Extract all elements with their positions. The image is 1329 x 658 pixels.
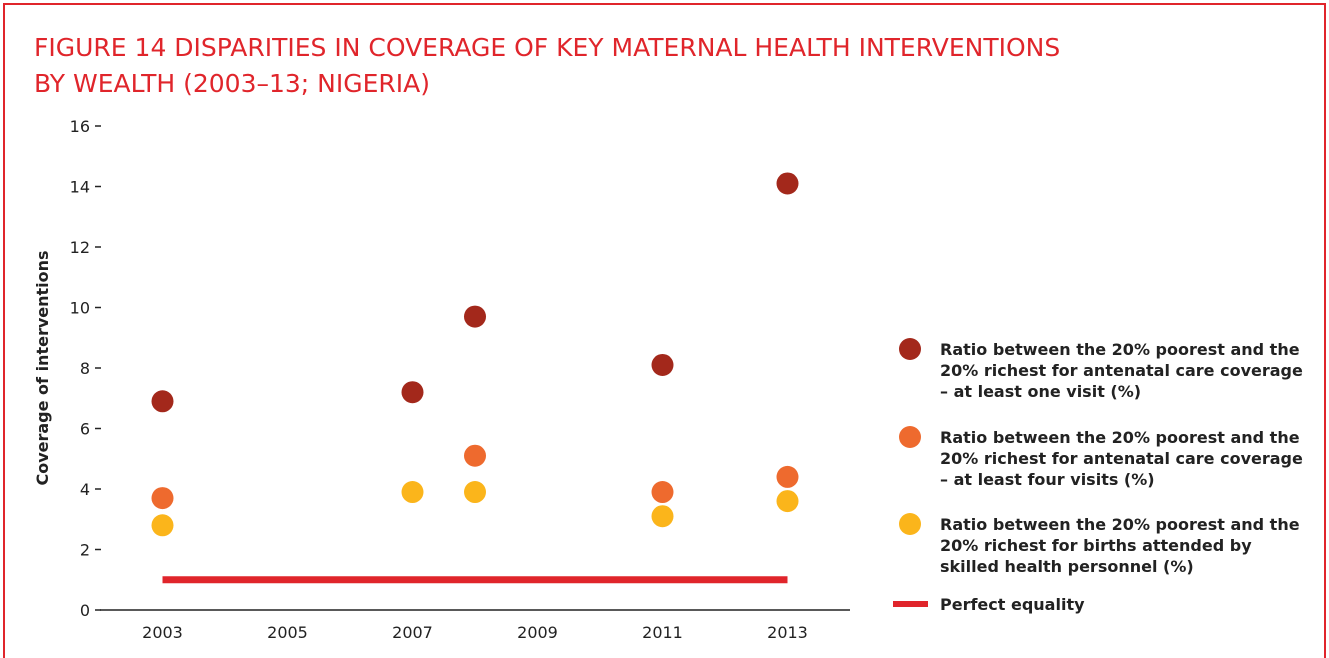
legend-label: Ratio between the 20% poorest and the 20… — [940, 515, 1300, 576]
point — [401, 481, 424, 504]
point — [151, 487, 174, 510]
legend-label: Ratio between the 20% poorest and the 20… — [940, 428, 1303, 489]
y-tick-label: 4 — [80, 480, 90, 499]
point — [151, 514, 174, 537]
y-tick-label: 0 — [80, 601, 90, 620]
point — [776, 465, 799, 488]
point — [464, 481, 486, 504]
point — [151, 390, 174, 413]
legend-swatch — [899, 426, 921, 448]
point — [651, 353, 674, 376]
y-tick-label: 14 — [70, 178, 90, 197]
y-tick-label: 16 — [70, 117, 90, 136]
point — [464, 305, 486, 328]
legend-label: Ratio between the 20% poorest and the 20… — [940, 340, 1303, 401]
x-tick-label: 2009 — [517, 623, 558, 642]
x-tick-label: 2007 — [392, 623, 433, 642]
y-tick-label: 12 — [70, 238, 90, 257]
legend-swatch — [899, 513, 921, 535]
point — [464, 444, 486, 467]
point — [776, 172, 799, 195]
point — [401, 381, 424, 404]
legend-swatch — [899, 338, 921, 360]
point — [776, 490, 799, 513]
x-tick-label: 2011 — [642, 623, 683, 642]
y-axis-label: Coverage of interventions — [33, 250, 52, 485]
point — [651, 481, 674, 504]
chart-title: FIGURE 14 DISPARITIES IN COVERAGE OF KEY… — [34, 33, 1060, 62]
legend-label: Perfect equality — [940, 595, 1085, 614]
x-tick-label: 2003 — [142, 623, 183, 642]
y-tick-label: 2 — [80, 541, 90, 560]
chart-title: BY WEALTH (2003–13; NIGERIA) — [34, 69, 430, 98]
x-tick-label: 2013 — [767, 623, 808, 642]
x-tick-label: 2005 — [267, 623, 308, 642]
y-tick-label: 10 — [70, 299, 90, 318]
y-tick-label: 8 — [80, 359, 90, 378]
point — [651, 505, 674, 528]
frame — [3, 3, 1326, 658]
y-tick-label: 6 — [80, 420, 90, 439]
